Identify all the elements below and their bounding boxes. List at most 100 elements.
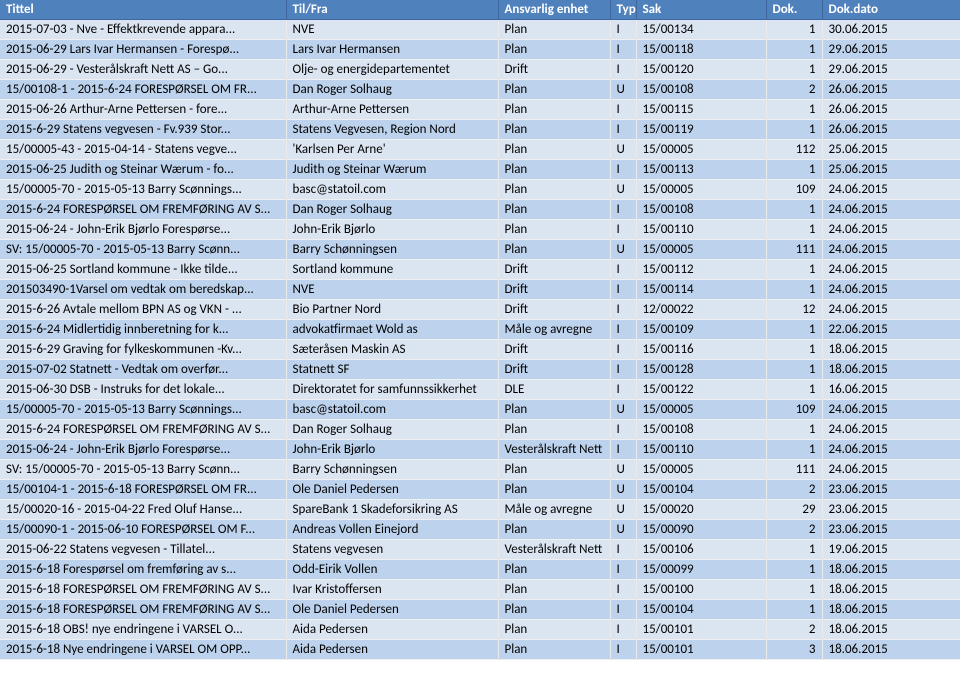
cell-dato: 18.06.2015 <box>822 580 960 600</box>
table-row[interactable]: 2015-07-02 Statnett - Vedtak om overfør.… <box>0 360 960 380</box>
cell-sak: 15/00099 <box>636 560 766 580</box>
table-row[interactable]: 15/00005-70 - 2015-05-13 Barry Scønnings… <box>0 400 960 420</box>
table-row[interactable]: 15/00104-1 - 2015-6-18 FORESPØRSEL OM FR… <box>0 480 960 500</box>
cell-tittel: 2015-06-25 Judith og Steinar Wærum - fo.… <box>0 160 286 180</box>
table-row[interactable]: 2015-6-29 Statens vegvesen - Fv.939 Stor… <box>0 120 960 140</box>
cell-type: U <box>610 180 636 200</box>
cell-dok: 2 <box>766 80 822 100</box>
table-row[interactable]: 15/00020-16 - 2015-04-22 Fred Oluf Hanse… <box>0 500 960 520</box>
table-row[interactable]: 2015-06-25 Judith og Steinar Wærum - fo.… <box>0 160 960 180</box>
cell-type: I <box>610 340 636 360</box>
cell-sak: 15/00110 <box>636 220 766 240</box>
cell-dok: 1 <box>766 340 822 360</box>
table-row[interactable]: 15/00005-70 - 2015-05-13 Barry Scønnings… <box>0 180 960 200</box>
table-row[interactable]: 15/00108-1 - 2015-6-24 FORESPØRSEL OM FR… <box>0 80 960 100</box>
table-row[interactable]: 2015-06-22 Statens vegvesen - Tillatel..… <box>0 540 960 560</box>
table-row[interactable]: 2015-6-18 FORESPØRSEL OM FREMFØRING AV S… <box>0 600 960 620</box>
cell-enhet: Plan <box>498 200 610 220</box>
table-row[interactable]: SV: 15/00005-70 - 2015-05-13 Barry Scønn… <box>0 240 960 260</box>
table-row[interactable]: 15/00090-1 - 2015-06-10 FORESPØRSEL OM F… <box>0 520 960 540</box>
table-row[interactable]: 2015-06-29 - Vesterålskraft Nett AS – Go… <box>0 60 960 80</box>
cell-dok: 1 <box>766 60 822 80</box>
header-dato[interactable]: Dok.dato <box>822 0 960 20</box>
cell-enhet: Plan <box>498 100 610 120</box>
cell-type: I <box>610 100 636 120</box>
header-tilfra[interactable]: Til/Fra <box>286 0 498 20</box>
header-sak[interactable]: Sak <box>636 0 766 20</box>
table-row[interactable]: 2015-6-24 Midlertidig innberetning for k… <box>0 320 960 340</box>
cell-tittel: 15/00104-1 - 2015-6-18 FORESPØRSEL OM FR… <box>0 480 286 500</box>
cell-dato: 26.06.2015 <box>822 100 960 120</box>
cell-type: I <box>610 360 636 380</box>
cell-enhet: Drift <box>498 60 610 80</box>
table-row[interactable]: 2015-06-24 - John-Erik Bjørlo Forespørse… <box>0 220 960 240</box>
table-row[interactable]: 2015-07-03 - Nve - Effektkrevende appara… <box>0 20 960 40</box>
cell-dato: 29.06.2015 <box>822 60 960 80</box>
cell-sak: 15/00115 <box>636 100 766 120</box>
header-dok[interactable]: Dok. <box>766 0 822 20</box>
table-row[interactable]: 2015-6-18 Nye endringene i VARSEL OM OPP… <box>0 640 960 660</box>
cell-tilfra: NVE <box>286 280 498 300</box>
table-row[interactable]: 2015-6-18 OBS! nye endringene i VARSEL O… <box>0 620 960 640</box>
cell-tilfra: Statens Vegvesen, Region Nord <box>286 120 498 140</box>
cell-tittel: 2015-06-30 DSB - Instruks for det lokale… <box>0 380 286 400</box>
table-row[interactable]: 201503490-1Varsel om vedtak om beredskap… <box>0 280 960 300</box>
cell-enhet: DLE <box>498 380 610 400</box>
table-row[interactable]: 2015-06-25 Sortland kommune - Ikke tilde… <box>0 260 960 280</box>
table-row[interactable]: 2015-6-24 FORESPØRSEL OM FREMFØRING AV S… <box>0 420 960 440</box>
cell-tittel: 15/00005-70 - 2015-05-13 Barry Scønnings… <box>0 400 286 420</box>
cell-dok: 1 <box>766 580 822 600</box>
table-row[interactable]: 15/00005-43 - 2015-04-14 - Statens vegve… <box>0 140 960 160</box>
cell-tilfra: John-Erik Bjørlo <box>286 440 498 460</box>
cell-enhet: Plan <box>498 520 610 540</box>
header-tittel[interactable]: Tittel <box>0 0 286 20</box>
cell-tilfra: Olje- og energidepartementet <box>286 60 498 80</box>
table-row[interactable]: SV: 15/00005-70 - 2015-05-13 Barry Scønn… <box>0 460 960 480</box>
cell-sak: 15/00113 <box>636 160 766 180</box>
cell-dato: 18.06.2015 <box>822 360 960 380</box>
table-row[interactable]: 2015-06-24 - John-Erik Bjørlo Forespørse… <box>0 440 960 460</box>
cell-enhet: Plan <box>498 20 610 40</box>
table-row[interactable]: 2015-06-26 Arthur-Arne Pettersen - fore.… <box>0 100 960 120</box>
table-row[interactable]: 2015-06-29 Lars Ivar Hermansen - Forespø… <box>0 40 960 60</box>
table-row[interactable]: 2015-6-18 Forespørsel om fremføring av s… <box>0 560 960 580</box>
table-row[interactable]: 2015-6-26 Avtale mellom BPN AS og VKN - … <box>0 300 960 320</box>
cell-enhet: Drift <box>498 280 610 300</box>
cell-tilfra: Arthur-Arne Pettersen <box>286 100 498 120</box>
cell-dok: 2 <box>766 480 822 500</box>
table-row[interactable]: 2015-06-30 DSB - Instruks for det lokale… <box>0 380 960 400</box>
table-row[interactable]: 2015-6-18 FORESPØRSEL OM FREMFØRING AV S… <box>0 580 960 600</box>
cell-type: I <box>610 40 636 60</box>
cell-dok: 1 <box>766 560 822 580</box>
cell-dato: 25.06.2015 <box>822 140 960 160</box>
cell-sak: 15/00106 <box>636 540 766 560</box>
cell-sak: 15/00109 <box>636 320 766 340</box>
cell-dato: 26.06.2015 <box>822 80 960 100</box>
cell-tittel: 2015-06-24 - John-Erik Bjørlo Forespørse… <box>0 440 286 460</box>
cell-tittel: 2015-6-18 Forespørsel om fremføring av s… <box>0 560 286 580</box>
cell-enhet: Vesterålskraft Nett <box>498 540 610 560</box>
cell-sak: 15/00100 <box>636 580 766 600</box>
cell-enhet: Drift <box>498 300 610 320</box>
cell-enhet: Plan <box>498 240 610 260</box>
cell-enhet: Plan <box>498 480 610 500</box>
cell-type: I <box>610 560 636 580</box>
cell-dok: 29 <box>766 500 822 520</box>
cell-type: I <box>610 300 636 320</box>
cell-dato: 18.06.2015 <box>822 560 960 580</box>
table-row[interactable]: 2015-6-24 FORESPØRSEL OM FREMFØRING AV S… <box>0 200 960 220</box>
cell-sak: 15/00005 <box>636 240 766 260</box>
cell-dok: 3 <box>766 640 822 660</box>
header-type[interactable]: Typ <box>610 0 636 20</box>
cell-enhet: Plan <box>498 180 610 200</box>
cell-sak: 15/00104 <box>636 600 766 620</box>
cell-dok: 1 <box>766 200 822 220</box>
cell-sak: 15/00128 <box>636 360 766 380</box>
cell-type: U <box>610 520 636 540</box>
header-enhet[interactable]: Ansvarlig enhet <box>498 0 610 20</box>
cell-enhet: Plan <box>498 620 610 640</box>
table-row[interactable]: 2015-6-29 Graving for fylkeskommunen -Kv… <box>0 340 960 360</box>
cell-dato: 24.06.2015 <box>822 280 960 300</box>
cell-sak: 15/00120 <box>636 60 766 80</box>
cell-type: U <box>610 140 636 160</box>
